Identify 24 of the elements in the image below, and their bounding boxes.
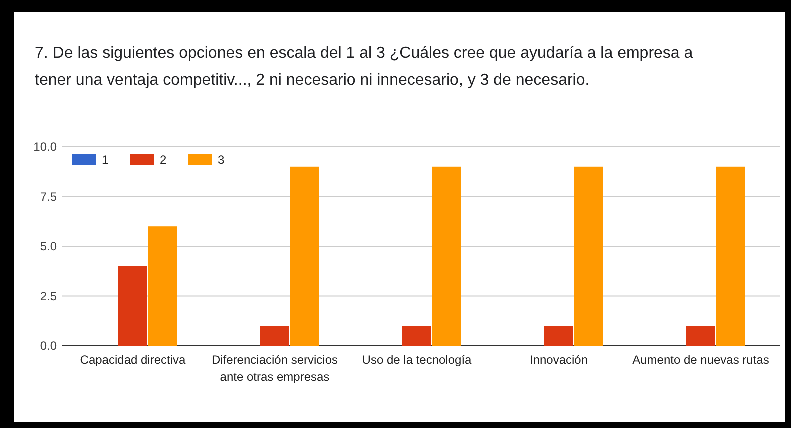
bar	[716, 166, 745, 346]
x-tick-label: Capacidad directiva	[80, 353, 186, 367]
x-tick-label: Uso de la tecnología	[362, 353, 472, 367]
x-tick-label: Aumento de nuevas rutas	[632, 353, 770, 367]
legend-label: 3	[218, 153, 225, 167]
bar	[544, 326, 573, 346]
x-tick-label: Diferenciación servicios ante otras empresas	[212, 353, 338, 384]
x-tick-label: Innovación	[530, 353, 588, 367]
bar	[574, 166, 603, 346]
legend-label: 2	[160, 153, 167, 167]
bar	[118, 266, 147, 346]
bar	[686, 326, 715, 346]
bar	[148, 226, 177, 346]
y-tick-label: 10.0	[34, 140, 58, 154]
legend-label: 1	[102, 153, 109, 167]
bar	[290, 166, 319, 346]
y-tick-label: 0.0	[40, 339, 58, 353]
bar	[260, 326, 289, 346]
y-tick-label: 2.5	[40, 289, 58, 304]
chart-title: 7. De las siguientes opciones en escala del 1 al 3 ¿Cuáles cree que ayudaría a la empresa a tener una ventaja competitiv..., 2 ni necesario ni innecesario, y 3 de necesario.	[35, 45, 694, 89]
bar	[402, 326, 431, 346]
y-tick-label: 5.0	[40, 240, 58, 254]
y-tick-label: 7.5	[40, 190, 58, 204]
bar	[432, 166, 461, 346]
